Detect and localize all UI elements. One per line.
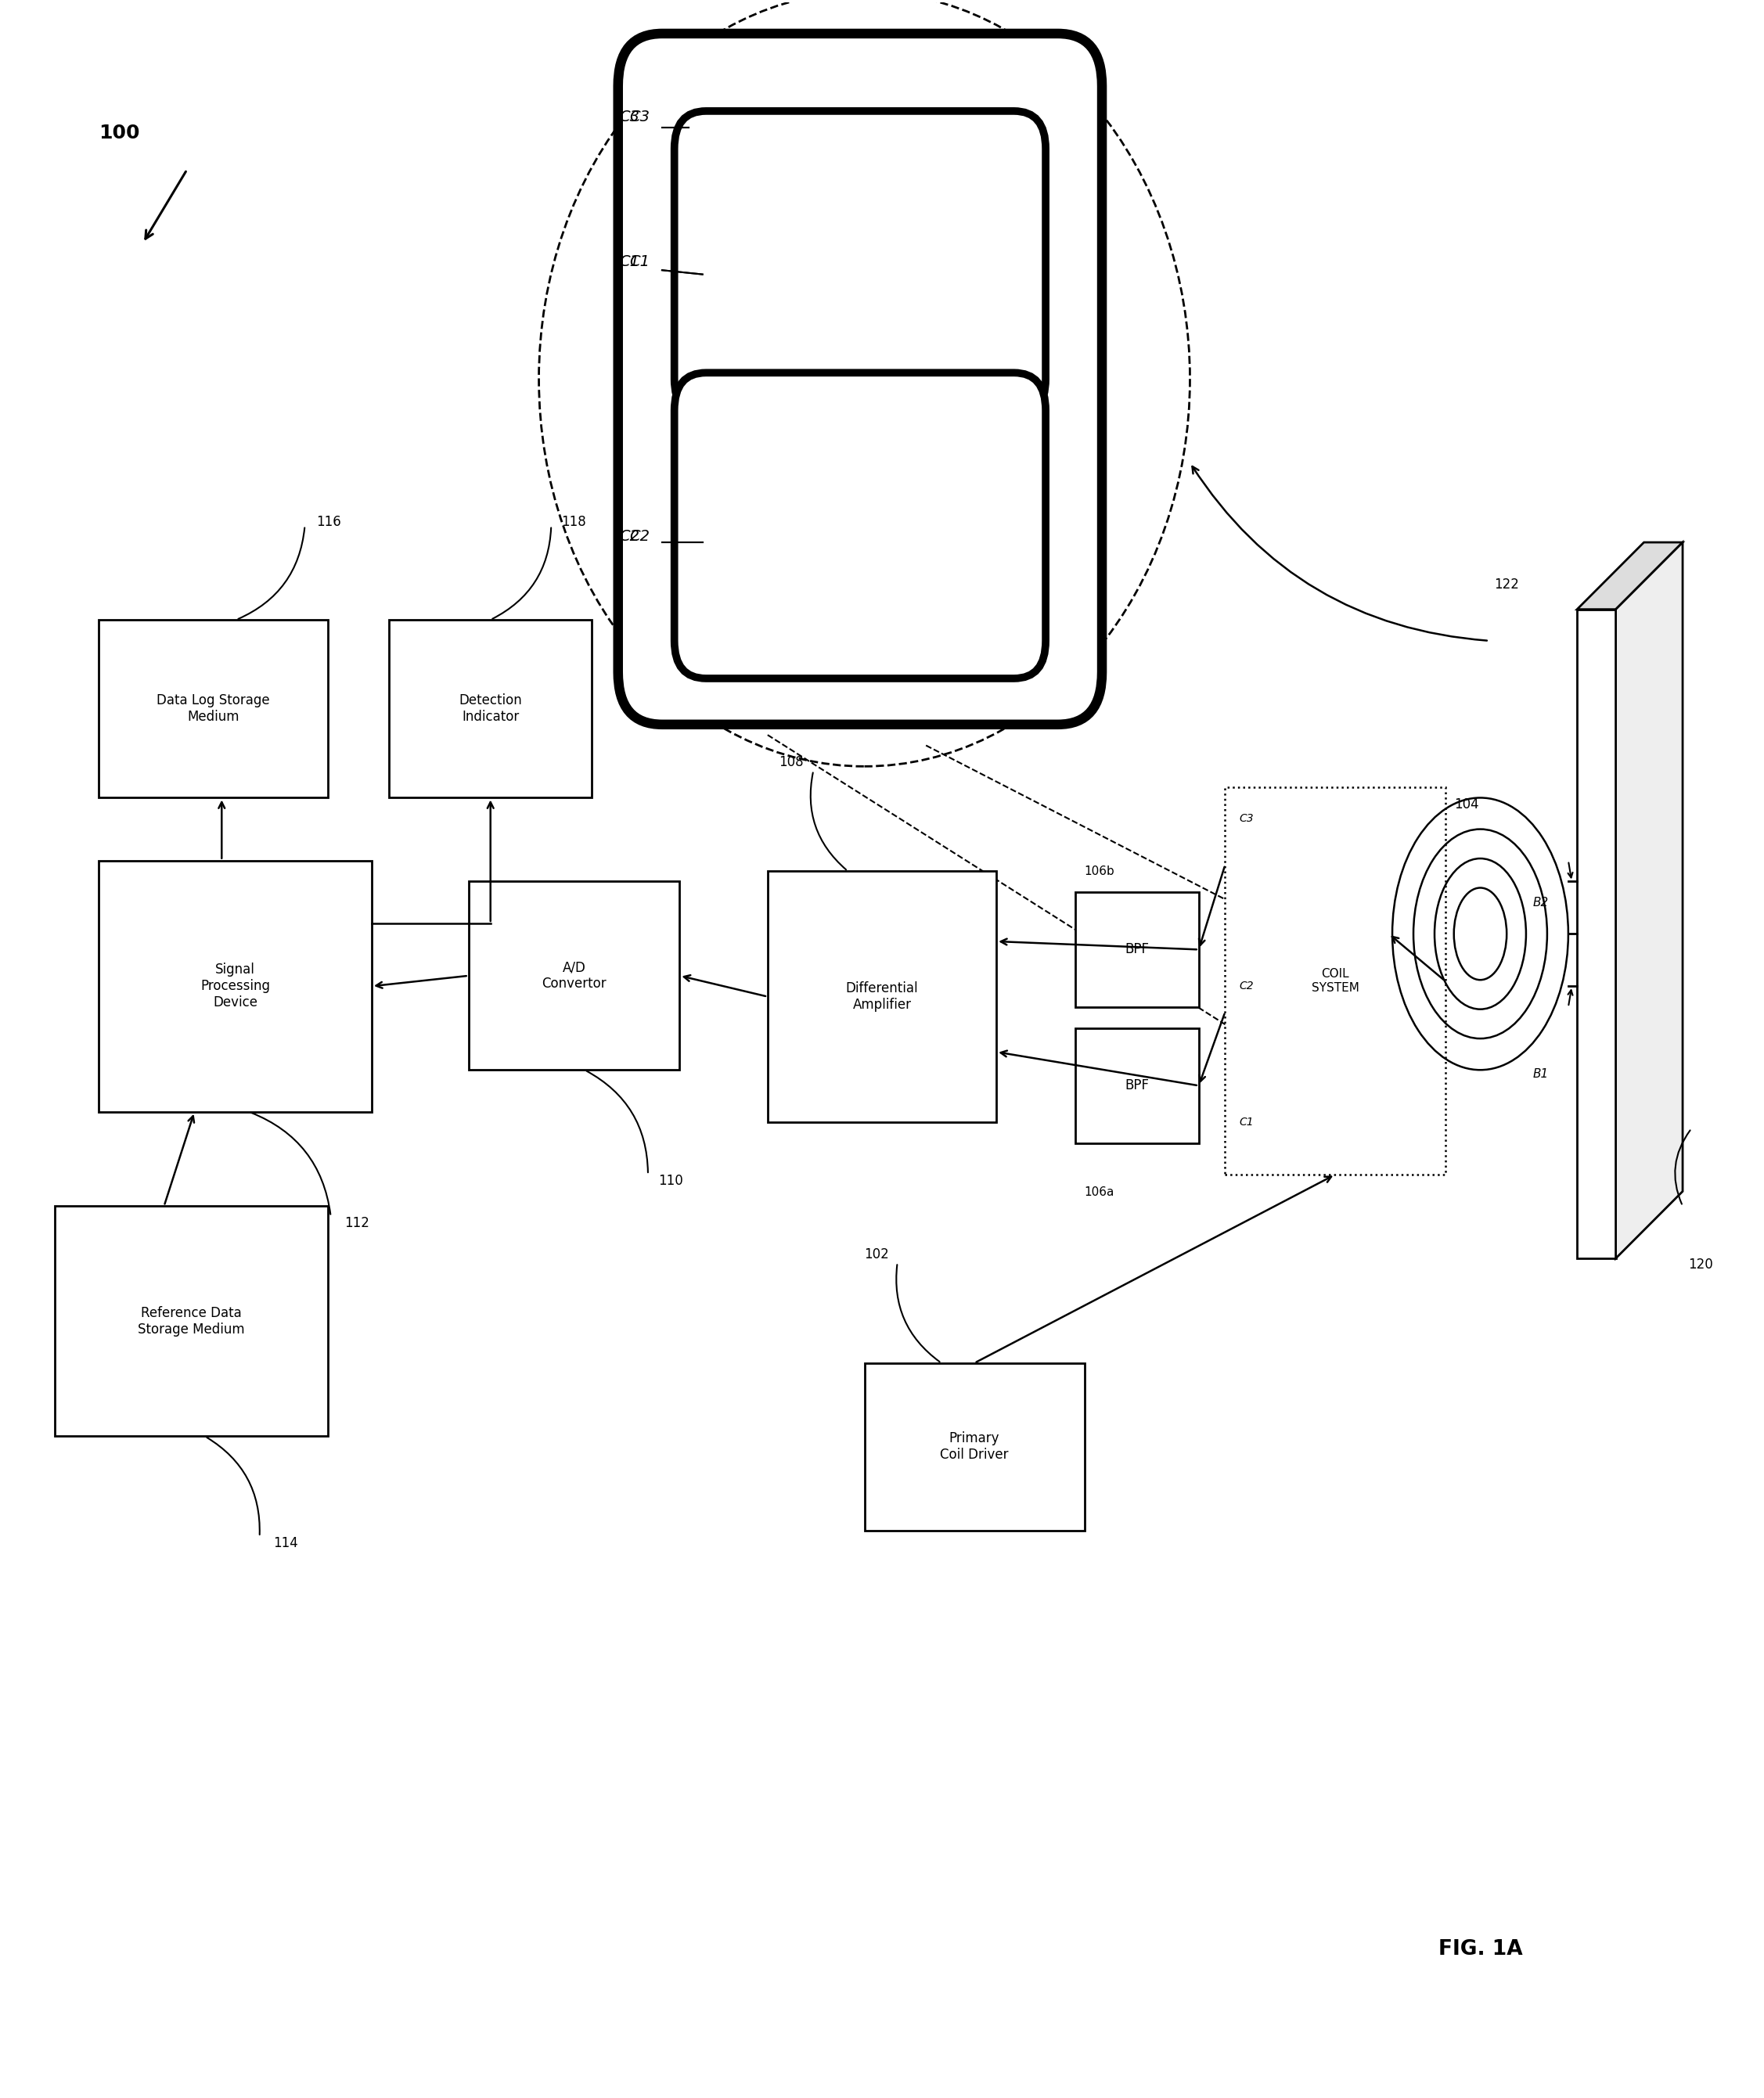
Text: Detection
Indicator: Detection Indicator (459, 694, 522, 724)
FancyBboxPatch shape (390, 619, 591, 797)
Text: A/D
Convertor: A/D Convertor (542, 961, 607, 990)
Polygon shape (1577, 543, 1683, 608)
Text: 114: 114 (273, 1536, 298, 1550)
Text: COIL
SYSTEM: COIL SYSTEM (1311, 969, 1358, 994)
FancyBboxPatch shape (864, 1364, 1085, 1532)
Text: 110: 110 (658, 1175, 683, 1187)
Polygon shape (1577, 608, 1616, 1259)
FancyBboxPatch shape (1076, 1028, 1200, 1143)
Polygon shape (1616, 543, 1683, 1259)
Text: C1: C1 (630, 254, 649, 269)
Text: C2: C2 (1238, 980, 1254, 992)
Text: Differential
Amplifier: Differential Amplifier (845, 982, 919, 1011)
Text: Data Log Storage
Medium: Data Log Storage Medium (157, 694, 270, 724)
Text: C2: C2 (619, 529, 639, 543)
Text: C2: C2 (630, 529, 649, 543)
Text: BPF: BPF (1125, 942, 1150, 957)
Text: Primary
Coil Driver: Primary Coil Driver (940, 1431, 1009, 1462)
Text: C3: C3 (619, 109, 639, 124)
FancyBboxPatch shape (99, 619, 328, 797)
Text: C3: C3 (630, 109, 649, 124)
FancyBboxPatch shape (1226, 787, 1445, 1175)
Text: 118: 118 (561, 514, 586, 529)
Text: 102: 102 (864, 1248, 889, 1261)
Text: B2: B2 (1533, 896, 1549, 908)
FancyBboxPatch shape (99, 860, 372, 1112)
Text: Signal
Processing
Device: Signal Processing Device (201, 963, 270, 1009)
FancyBboxPatch shape (1076, 892, 1200, 1007)
Text: 100: 100 (99, 124, 139, 143)
Text: 106b: 106b (1085, 866, 1115, 877)
Text: 108: 108 (780, 755, 804, 770)
FancyBboxPatch shape (767, 871, 997, 1122)
Text: B1: B1 (1533, 1068, 1549, 1080)
Text: Reference Data
Storage Medium: Reference Data Storage Medium (138, 1305, 245, 1336)
FancyBboxPatch shape (674, 111, 1046, 418)
Text: 106a: 106a (1085, 1185, 1115, 1198)
FancyBboxPatch shape (469, 881, 679, 1070)
FancyBboxPatch shape (55, 1206, 328, 1437)
Text: C3: C3 (1238, 814, 1254, 825)
Text: C1: C1 (1238, 1116, 1254, 1129)
FancyBboxPatch shape (674, 373, 1046, 678)
Text: BPF: BPF (1125, 1078, 1150, 1093)
Text: 116: 116 (316, 514, 340, 529)
FancyBboxPatch shape (617, 34, 1102, 724)
Text: 122: 122 (1494, 577, 1519, 592)
Text: 112: 112 (344, 1217, 369, 1229)
Text: FIG. 1A: FIG. 1A (1438, 1939, 1522, 1960)
Text: 104: 104 (1454, 797, 1478, 812)
Text: 120: 120 (1688, 1259, 1713, 1271)
Text: C1: C1 (619, 254, 639, 269)
